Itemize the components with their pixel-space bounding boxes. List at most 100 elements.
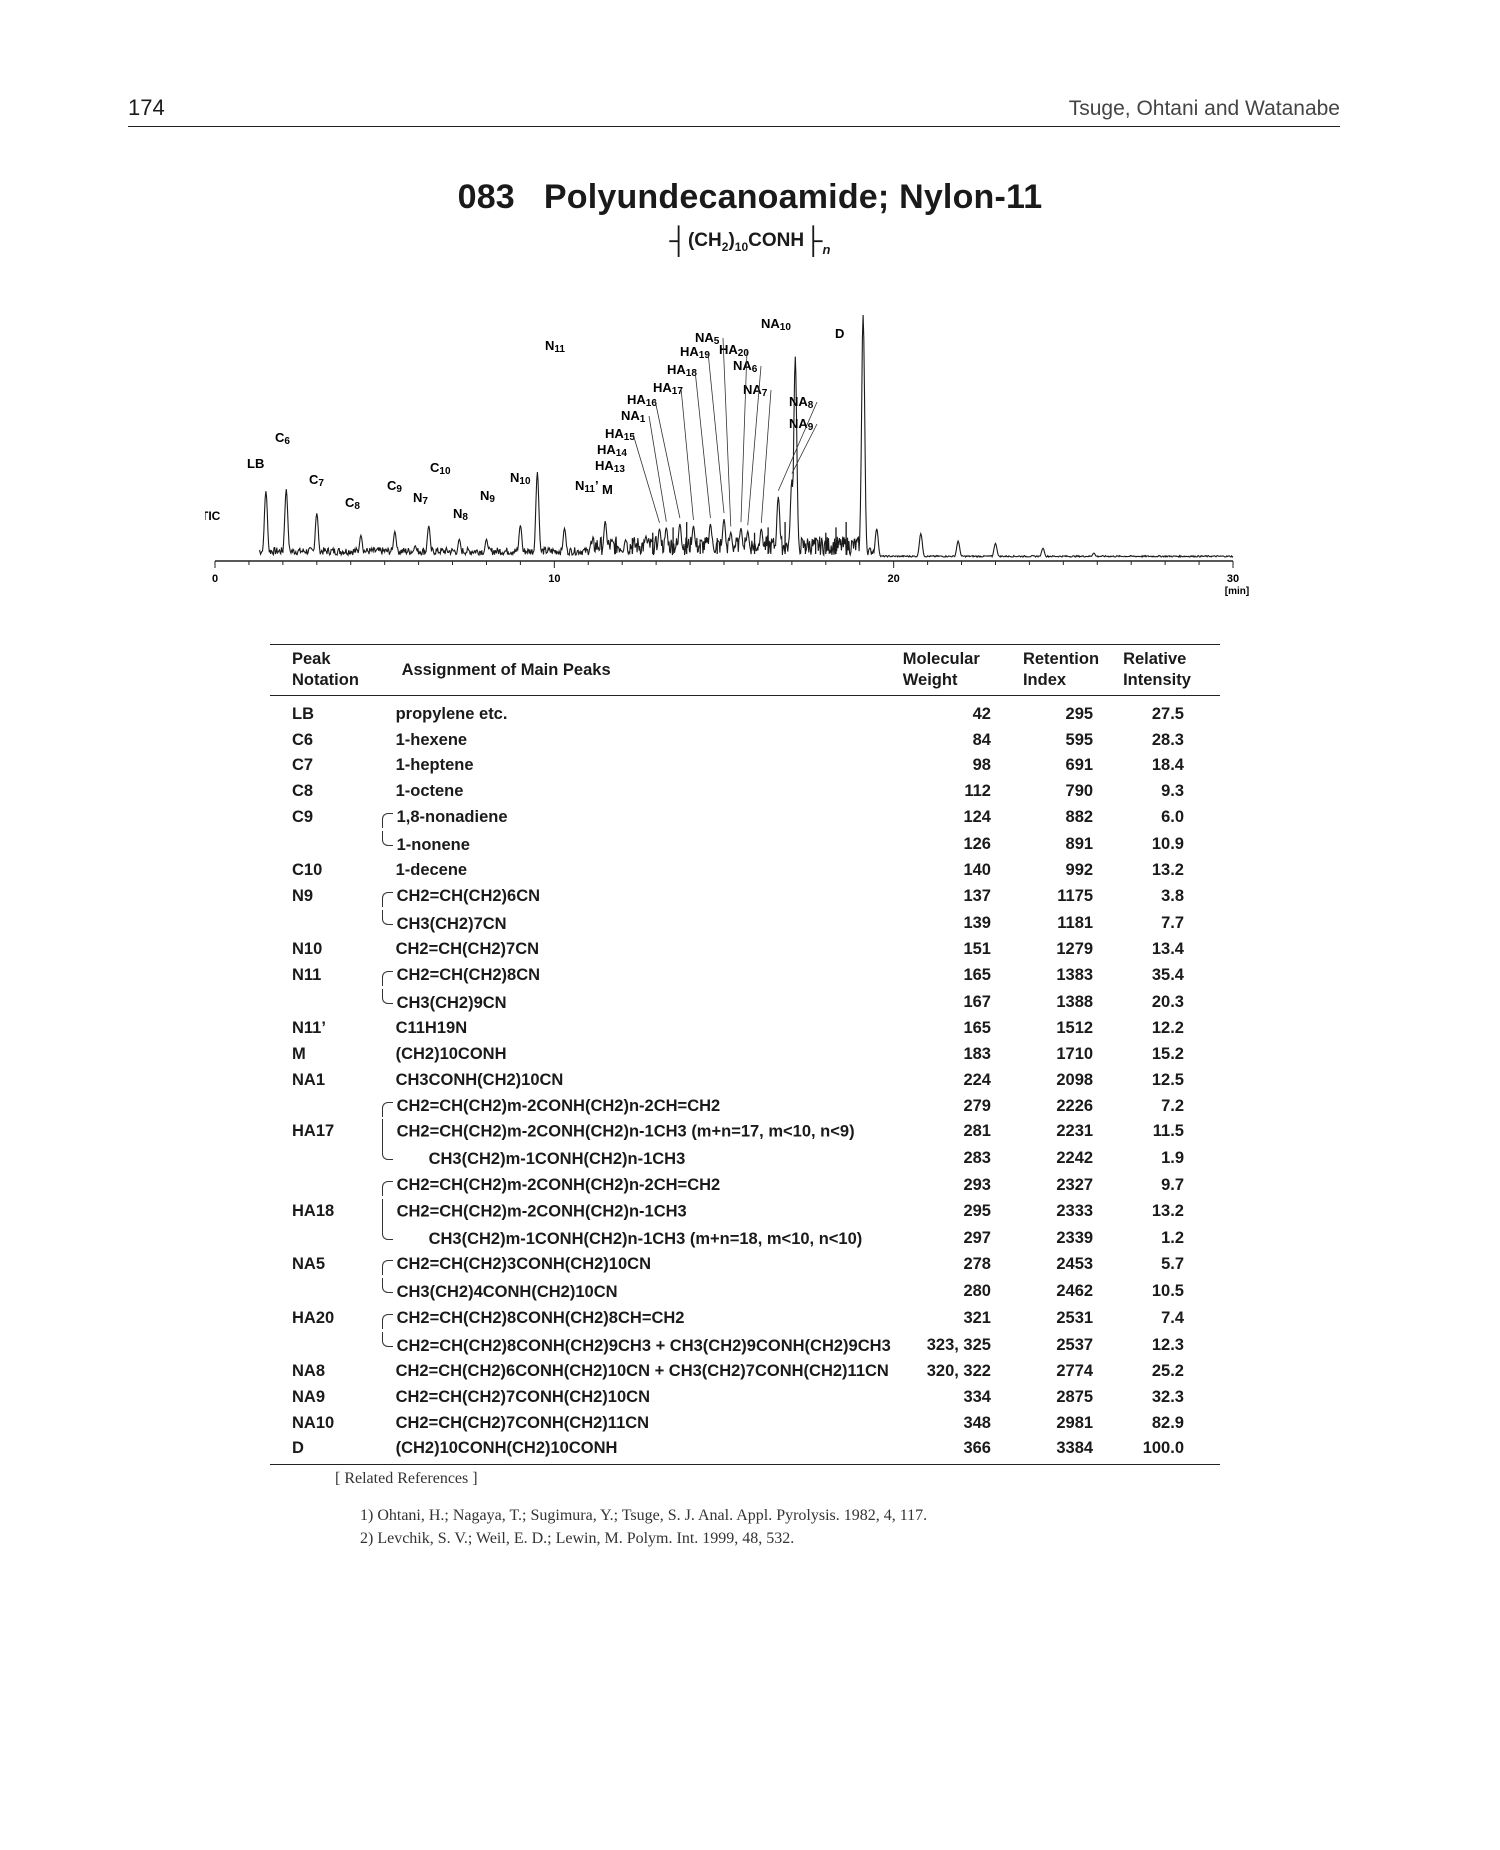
molecular-weight: 165 (963, 1019, 991, 1038)
molecular-weight: 323, 325 (926, 1335, 991, 1354)
retention-index: 2226 (1056, 1096, 1094, 1115)
assignment-text: CH2=CH(CH2)8CN (396, 966, 541, 985)
retention-index: 1388 (1056, 992, 1094, 1011)
group-bracket (381, 1101, 393, 1117)
assignment: CH3(CH2)9CN (368, 988, 897, 1017)
molecular-weight: 293 (963, 1176, 991, 1195)
assignment-text: 1-nonene (396, 835, 470, 854)
assignment: 1,8-nonadiene (368, 805, 897, 831)
table-row: C10 1-decene 140 992 13.2 (270, 858, 1220, 884)
relative-intensity: 13.2 (1151, 1201, 1184, 1220)
molecular-weight: 281 (963, 1122, 991, 1141)
molecular-weight: 167 (963, 992, 991, 1011)
relative-intensity: 5.7 (1161, 1255, 1184, 1274)
peak-notation (270, 1278, 368, 1306)
peak-label: HA14 (597, 442, 627, 459)
relative-intensity: 7.4 (1161, 1308, 1184, 1327)
retention-index: 891 (1065, 834, 1094, 853)
retention-index: 295 (1065, 705, 1094, 723)
assignment: 1-heptene (368, 753, 897, 779)
relative-intensity: 13.4 (1151, 940, 1184, 959)
peak-label: NA5 (695, 330, 720, 347)
relative-intensity: 28.3 (1151, 730, 1184, 749)
assignment: CH2=CH(CH2)3CONH(CH2)10CN (368, 1252, 897, 1278)
peak-notation: HA18 (292, 1201, 335, 1220)
peak-notation: NA5 (292, 1255, 326, 1274)
assignment-text: CH2=CH(CH2)7CONH(CH2)11CN (395, 1413, 650, 1432)
peak-notation (270, 1145, 368, 1173)
relative-intensity: 13.2 (1151, 861, 1184, 880)
assignment: 1-hexene (368, 728, 897, 754)
assignment: CH2=CH(CH2)6CN (368, 884, 897, 910)
peak-notation (270, 1225, 368, 1253)
group-bracket (381, 830, 393, 846)
table-row: M (CH2)10CONH 183 1710 15.2 (270, 1042, 1220, 1068)
relative-intensity: 10.5 (1151, 1282, 1184, 1301)
x-tick-label: 30 (1227, 573, 1239, 585)
leader-line (791, 423, 818, 474)
peak-label: C6 (275, 430, 290, 447)
table-row: CH3(CH2)9CN 167 1388 20.3 (270, 988, 1220, 1017)
molecular-weight: 320, 322 (926, 1362, 991, 1381)
assignment-text: CH3(CH2)9CN (396, 993, 507, 1012)
group-bracket (381, 891, 393, 907)
retention-index: 3384 (1016, 1436, 1118, 1466)
x-tick-label: 20 (888, 573, 900, 585)
assignment: CH2=CH(CH2)7CONH(CH2)10CN (368, 1385, 897, 1411)
assignment-text: CH3(CH2)m-1CONH(CH2)n-1CH3 (m+n=18, m<10… (428, 1229, 863, 1248)
peak-notation: HA20 (292, 1308, 335, 1327)
peak-label: NA9 (789, 416, 814, 433)
molecular-weight: 165 (963, 966, 991, 985)
peak-label: HA18 (667, 362, 697, 379)
relative-intensity: 12.3 (1151, 1335, 1184, 1354)
relative-intensity: 32.3 (1151, 1388, 1184, 1406)
assignment: CH2=CH(CH2)8CN (368, 963, 897, 989)
retention-index: 2774 (1056, 1362, 1094, 1381)
relative-intensity: 1.9 (1161, 1149, 1184, 1168)
table-row: HA20 CH2=CH(CH2)8CONH(CH2)8CH=CH2 321 2531 7… (270, 1306, 1220, 1332)
retention-index: 1279 (1056, 940, 1094, 959)
group-bracket (381, 1331, 393, 1347)
leader-line (694, 369, 711, 519)
table-row: HA17 CH2=CH(CH2)m-2CONH(CH2)n-1CH3 (m+n=1… (270, 1119, 1220, 1146)
assignment: 1-nonene (368, 830, 897, 859)
header-retention-index: Retention Index (1016, 644, 1118, 696)
assignment-text: 1-octene (395, 782, 464, 801)
retention-index: 1512 (1056, 1019, 1094, 1038)
leader-line (680, 387, 694, 520)
assignment: CH2=CH(CH2)m-2CONH(CH2)n-2CH=CH2 (368, 1173, 897, 1199)
table-row: CH3(CH2)m-1CONH(CH2)n-1CH3 283 2242 1.9 (270, 1145, 1220, 1173)
relative-intensity: 10.9 (1151, 834, 1184, 853)
molecular-weight: 183 (963, 1045, 991, 1064)
retention-index: 2875 (1056, 1388, 1094, 1406)
peak-label: HA13 (595, 458, 625, 475)
group-bracket (381, 1278, 393, 1294)
retention-index: 2981 (1056, 1413, 1094, 1432)
assignment-text: CH2=CH(CH2)6CONH(CH2)10CN + CH3(CH2)7CON… (395, 1362, 889, 1381)
peak-label: D (835, 326, 844, 341)
header-peak-notation: Peak Notation (270, 644, 368, 696)
relative-intensity: 6.0 (1161, 807, 1184, 826)
molecular-weight: 140 (963, 861, 991, 880)
related-references-heading: [ Related References ] (335, 1470, 478, 1487)
peak-notation: N11 (292, 966, 322, 985)
relative-intensity: 15.2 (1151, 1045, 1184, 1064)
table-row: CH3(CH2)4CONH(CH2)10CN 280 2462 10.5 (270, 1278, 1220, 1306)
group-bracket (381, 1119, 393, 1146)
assignment-text: 1,8-nonadiene (396, 807, 508, 826)
table-row: CH3(CH2)7CN 139 1181 7.7 (270, 909, 1220, 938)
peak-notation: C7 (292, 756, 314, 775)
peak-notation: C6 (292, 730, 314, 749)
peak-label: C10 (430, 460, 451, 477)
peak-notation: N10 (292, 940, 323, 959)
relative-intensity: 18.4 (1151, 756, 1184, 775)
retention-index: 691 (1065, 756, 1094, 775)
assignment: CH3(CH2)m-1CONH(CH2)n-1CH3 (m+n=18, m<10… (368, 1224, 897, 1253)
leader-line (722, 337, 732, 527)
assignment-text: CH2=CH(CH2)8CONH(CH2)8CH=CH2 (396, 1308, 685, 1327)
peak-label: HA19 (680, 344, 710, 361)
table-row: HA18 CH2=CH(CH2)m-2CONH(CH2)n-1CH3 295 2333… (270, 1198, 1220, 1225)
retention-index: 2537 (1056, 1335, 1094, 1354)
assignment: CH2=CH(CH2)6CONH(CH2)10CN + CH3(CH2)7CON… (368, 1359, 897, 1385)
